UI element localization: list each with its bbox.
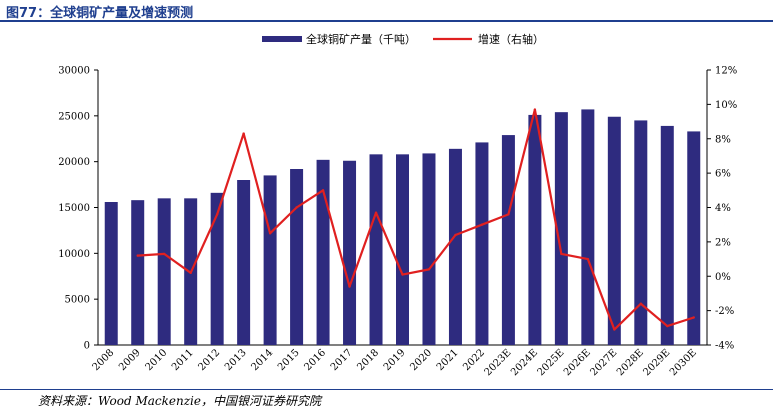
x-tick-label: 2030E [668,347,699,378]
production-bar [634,120,648,346]
growth-point [507,213,510,216]
x-tick-label: 2029E [641,347,672,378]
x-tick-label: 2008 [91,347,117,373]
production-bar [263,175,277,345]
x-tick-label: 2018 [355,347,381,373]
x-tick-label: 2016 [302,347,328,373]
production-bar [475,142,489,345]
x-tick-label: 2026E [562,347,593,378]
source-note: 资料来源：Wood Mackenzie，中国银河证券研究院 [38,394,321,408]
growth-point [295,206,298,209]
growth-point [613,328,616,331]
x-tick-label: 2019 [382,347,408,373]
production-bar [660,125,674,346]
production-bar [290,169,304,345]
production-bar [607,116,621,345]
x-tick-label: 2021 [435,347,461,373]
growth-line [137,108,695,331]
right-tick-label: 0% [715,272,731,283]
production-bar [369,154,383,345]
right-tick-label: 4% [715,203,731,214]
title-divider [0,20,773,22]
x-tick-label: 2012 [196,347,222,373]
left-tick-label: 5000 [65,295,90,306]
growth-point [427,268,431,271]
growth-point [666,324,669,328]
growth-point [162,252,166,256]
production-bar [343,160,357,345]
x-tick-label: 2009 [117,347,143,373]
growth-point [215,213,219,216]
legend-label-production: 全球铜矿产量（千吨） [306,32,416,46]
left-tick-label: 15000 [58,203,90,214]
growth-point [454,233,457,237]
production-bar [422,153,436,345]
figure-title: 图77：全球铜矿产量及增速预测 [6,6,194,21]
x-tick-label: 2028E [615,347,646,378]
x-tick-label: 2025E [536,347,567,378]
growth-point [692,316,695,319]
growth-point [533,108,537,111]
right-tick-label: 2% [715,237,731,248]
right-tick-label: 8% [715,134,731,145]
right-tick-label: -2% [715,306,734,317]
right-tick-label: -4% [715,341,734,352]
x-tick-label: 2011 [170,347,196,373]
production-bar [210,192,224,345]
production-bar [581,109,595,346]
production-bar [316,159,330,345]
left-tick-label: 30000 [58,66,90,77]
growth-point [136,254,139,257]
left-tick-label: 10000 [58,249,90,260]
x-tick-label: 2024E [509,347,540,378]
x-tick-label: 2014 [249,347,275,373]
growth-point [321,189,325,192]
left-tick-label: 20000 [58,157,90,168]
growth-point [480,223,484,226]
legend-swatch-bar [262,36,302,42]
x-tick-label: 2020 [408,347,434,373]
production-bar [104,202,118,345]
x-tick-label: 2027E [589,347,620,378]
right-tick-label: 10% [715,100,737,111]
growth-point [374,211,378,214]
production-bar [687,131,701,345]
x-tick-label: 2015 [276,347,302,373]
production-bar [237,180,251,345]
growth-point [242,132,245,135]
growth-point [639,302,643,305]
growth-point [268,232,272,235]
x-tick-label: 2013 [223,347,249,373]
source-divider [0,389,773,390]
production-bar [131,200,145,345]
production-bar [448,148,462,345]
growth-point [348,285,351,288]
production-bar [501,135,515,345]
x-tick-label: 2023E [483,347,514,378]
production-bar [157,198,171,345]
production-bar [554,112,568,346]
growth-point [401,273,404,276]
right-tick-label: 6% [715,169,731,180]
production-bar [396,154,409,345]
left-tick-label: 25000 [58,111,90,122]
right-tick-label: 12% [715,66,737,77]
growth-point [586,257,590,261]
growth-point [189,271,192,275]
production-bar [528,114,542,346]
x-tick-label: 2017 [329,347,355,373]
x-tick-label: 2010 [144,347,170,373]
growth-point [560,252,563,256]
legend-label-growth: 增速（右轴） [478,32,544,46]
left-tick-label: 0 [84,341,90,352]
